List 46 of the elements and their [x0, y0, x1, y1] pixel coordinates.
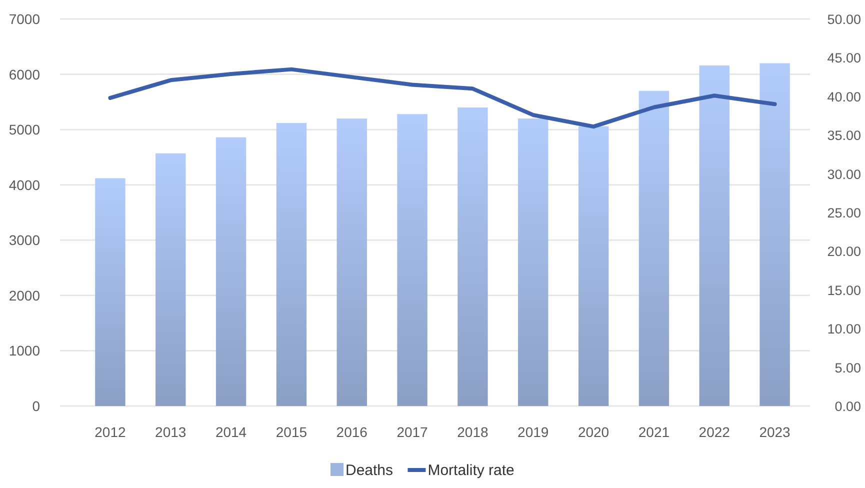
bar	[276, 122, 307, 406]
x-tick-label: 2017	[396, 424, 428, 440]
bar	[578, 126, 609, 406]
bar	[95, 178, 126, 406]
x-tick-label: 2016	[336, 424, 368, 440]
x-tick-label: 2022	[698, 424, 730, 440]
y2-tick-label: 35.00	[827, 128, 861, 144]
x-tick-label: 2021	[638, 424, 670, 440]
y-tick-label: 2000	[8, 287, 40, 304]
y-tick-label: 6000	[8, 66, 40, 82]
y2-tick-label: 50.00	[827, 12, 861, 27]
x-tick-label: 2015	[276, 424, 308, 440]
y2-tick-label: 10.00	[827, 322, 861, 337]
x-tick-label: 2020	[578, 424, 610, 440]
y2-tick-label: 25.00	[827, 206, 861, 220]
legend-label: Deaths	[346, 462, 394, 479]
bar	[216, 137, 246, 406]
bar	[397, 114, 428, 406]
y2-tick-label: 5.00	[834, 360, 861, 376]
x-tick-label: 2012	[94, 424, 126, 440]
x-tick-label: 2013	[155, 424, 186, 440]
bar	[760, 63, 790, 406]
x-tick-label: 2018	[457, 424, 488, 440]
bar	[518, 118, 548, 406]
y2-tick-label: 15.00	[827, 282, 861, 298]
bar	[156, 153, 186, 406]
bar	[638, 90, 670, 406]
line-series	[108, 67, 777, 129]
bar	[336, 118, 367, 406]
y2-tick-label: 45.00	[827, 50, 861, 66]
y-tick-label: 4000	[8, 176, 40, 193]
y2-tick-label: 30.00	[827, 166, 861, 182]
y2-tick-label: 0.00	[834, 399, 861, 414]
x-tick-label: 2019	[518, 424, 549, 440]
y-tick-label: 5000	[8, 122, 40, 138]
y-tick-label: 0	[32, 398, 40, 414]
bar	[458, 107, 488, 406]
legend-label: Mortality rate	[428, 462, 514, 479]
y-tick-label: 1000	[8, 342, 40, 359]
y-tick-label: 7000	[8, 11, 40, 27]
y2-tick-label: 40.00	[827, 89, 861, 104]
y-tick-label: 3000	[8, 232, 40, 248]
x-tick-label: 2023	[759, 424, 791, 440]
bar	[699, 65, 730, 406]
x-tick-label: 2014	[215, 424, 247, 440]
y2-tick-label: 20.00	[827, 244, 861, 260]
